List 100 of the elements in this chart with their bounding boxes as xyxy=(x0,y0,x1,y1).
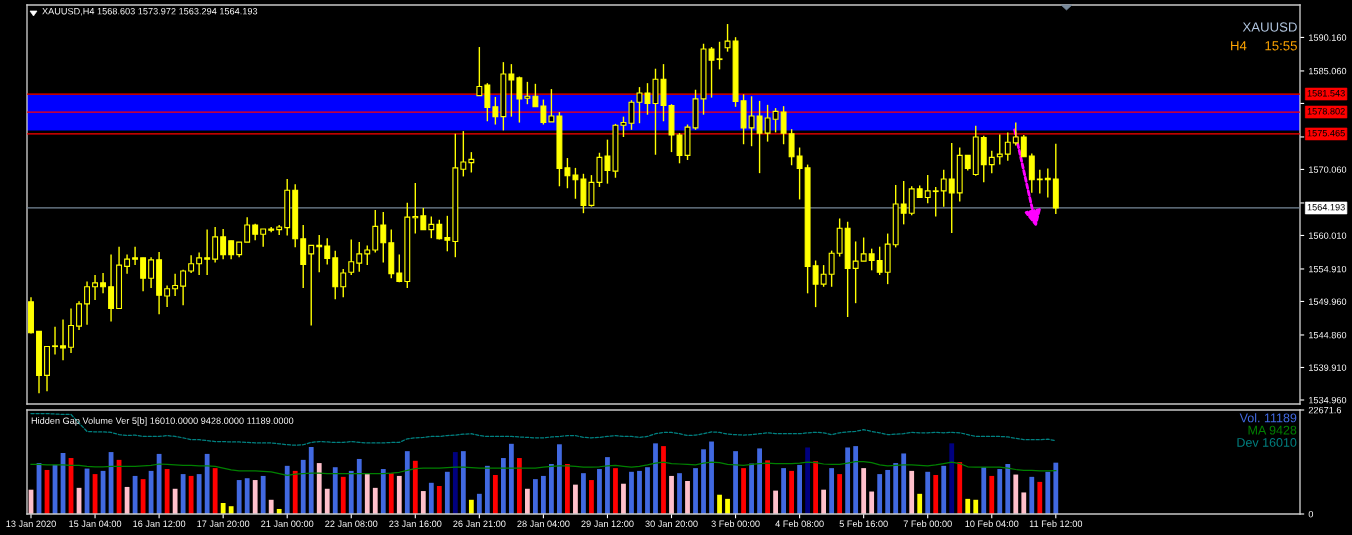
bar xyxy=(444,471,450,514)
line-series xyxy=(30,412,1057,446)
candlestick xyxy=(564,157,571,189)
candlestick xyxy=(124,253,131,275)
candlestick xyxy=(516,75,523,124)
candlestick xyxy=(76,300,82,331)
x-tick-label: 10 Feb 04:00 xyxy=(965,520,1019,527)
bar xyxy=(1053,462,1059,514)
x-tick-label: 22 Jan 08:00 xyxy=(325,520,378,527)
candlestick xyxy=(396,253,403,283)
bar xyxy=(781,468,786,514)
candlestick xyxy=(988,150,995,174)
bar xyxy=(981,467,987,514)
candlestick xyxy=(476,46,483,97)
bar xyxy=(268,499,274,514)
candlestick xyxy=(308,244,315,327)
candlestick xyxy=(468,151,475,174)
bar xyxy=(877,474,883,514)
x-tick-label: 5 Feb 16:00 xyxy=(839,520,888,527)
bar xyxy=(420,491,426,514)
x-tick-label: 23 Jan 16:00 xyxy=(389,520,442,527)
candlestick xyxy=(900,180,907,226)
bar xyxy=(284,465,290,514)
candlestick xyxy=(756,100,763,174)
bar xyxy=(733,451,738,514)
bar xyxy=(460,451,466,514)
bar xyxy=(1013,474,1019,514)
bar xyxy=(468,499,474,514)
bar xyxy=(933,475,939,514)
bar xyxy=(188,475,194,514)
candlestick xyxy=(348,238,355,276)
bar xyxy=(492,475,498,514)
bar xyxy=(997,469,1003,514)
x-tick-label: 29 Jan 12:00 xyxy=(581,520,634,527)
bar xyxy=(452,452,458,514)
ref-line-label: 1575.465 xyxy=(1307,129,1345,137)
bar xyxy=(717,494,722,514)
bar xyxy=(412,460,418,514)
candlestick xyxy=(812,259,819,308)
candlestick xyxy=(212,226,219,264)
candlestick xyxy=(868,247,875,272)
bar xyxy=(965,498,971,514)
bar xyxy=(484,465,490,514)
bar xyxy=(164,469,170,514)
bar xyxy=(909,470,915,514)
bar xyxy=(917,493,923,514)
bar xyxy=(172,488,178,514)
bar xyxy=(741,468,746,514)
candlestick xyxy=(316,234,323,274)
y-tick-label: 0 xyxy=(1308,510,1314,518)
bar xyxy=(500,458,506,514)
bar xyxy=(156,453,162,514)
bar xyxy=(725,498,730,514)
bar xyxy=(885,469,891,514)
bar xyxy=(845,447,851,514)
candlestick xyxy=(948,142,955,234)
bar xyxy=(212,468,218,514)
bar xyxy=(252,480,258,514)
bar xyxy=(292,470,298,514)
candlestick xyxy=(412,182,419,235)
candlestick xyxy=(924,174,931,205)
bar xyxy=(300,459,306,514)
bar xyxy=(613,468,618,514)
candlestick xyxy=(1028,152,1035,194)
bar xyxy=(813,461,819,514)
x-tick-label: 26 Jan 21:00 xyxy=(453,520,506,527)
candlestick xyxy=(68,307,74,354)
ref-line-label: 1578.802 xyxy=(1307,108,1345,115)
bar xyxy=(805,447,811,514)
candlestick xyxy=(780,105,787,145)
bar xyxy=(1029,476,1035,514)
candlestick xyxy=(748,95,755,147)
bar xyxy=(549,464,554,514)
bar xyxy=(901,453,907,514)
bar xyxy=(372,487,378,514)
candlestick xyxy=(1036,169,1043,195)
bar xyxy=(677,473,682,514)
candlestick xyxy=(260,228,267,248)
candlestick xyxy=(164,284,171,308)
bar xyxy=(1045,471,1051,514)
line-series xyxy=(30,461,1057,477)
candlestick xyxy=(140,257,147,293)
candlestick xyxy=(460,130,467,178)
candlestick xyxy=(828,249,835,288)
candlestick xyxy=(524,81,531,105)
bar xyxy=(557,444,562,514)
candlestick xyxy=(244,216,251,243)
bar xyxy=(1021,492,1027,514)
bar xyxy=(308,447,314,514)
candlestick xyxy=(356,241,363,273)
y-tick-label: 1549.960 xyxy=(1309,298,1347,305)
candlestick xyxy=(228,240,235,260)
candlestick xyxy=(372,209,379,254)
candlestick xyxy=(508,63,515,118)
candlestick xyxy=(196,251,203,276)
x-tick-label: 30 Jan 20:00 xyxy=(645,520,698,527)
bar xyxy=(605,457,610,514)
ref-line-label: 1581.543 xyxy=(1307,90,1345,97)
bar xyxy=(925,471,931,514)
y-tick-label: 1585.060 xyxy=(1309,67,1347,75)
